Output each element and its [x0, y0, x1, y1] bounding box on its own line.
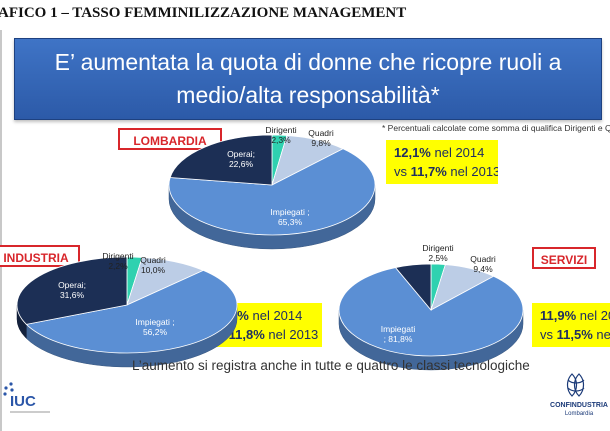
slide-banner: E’ aumentata la quota di donne che ricop… — [14, 38, 602, 120]
summary-2014-line: 11,9% nel 20 — [540, 306, 610, 325]
label-vs: vs — [394, 164, 411, 179]
slice-label-impiegati: Impiegati ; 65,3% — [270, 207, 309, 227]
footer-caption: L’aumento si registra anche in tutte e q… — [132, 358, 530, 373]
slice-label-impiegati: Impiegati ; 56,2% — [135, 317, 174, 337]
left-logo: IUC — [0, 372, 60, 422]
slide-frame — [0, 30, 610, 431]
pie-industria: Dirigenti 2,2% Quadri 10,0% Impiegati ; 56,2%… — [16, 251, 238, 368]
left-logo-mark: IUC — [3, 382, 50, 413]
summary-box-servizi: 11,9% nel 20 vs 11,5% nel 2 — [532, 303, 610, 347]
banner-line-2: medio/alta responsabilità* — [176, 82, 440, 108]
slice-label-operai: Operai; 31,6% — [58, 280, 86, 300]
summary-box-lombardia: 12,1% nel 2014 vs 11,7% nel 2013 — [386, 140, 498, 184]
region-label-lombardia: LOMBARDIA — [118, 128, 222, 150]
left-logo-text: IUC — [10, 393, 36, 410]
value-2013: 11,5% — [556, 327, 593, 342]
pie-slice-impiegati — [338, 267, 524, 357]
label-vs: vs — [540, 327, 557, 342]
label-2013: nel 2 — [596, 327, 610, 342]
slice-label-quadri: Quadri 9,4% — [470, 254, 496, 274]
document-title-text: AFICO 1 – TASSO FEMMINILIZZAZIONE MANAGE… — [0, 5, 407, 21]
slice-label-dirigenti: Dirigenti 2,5% — [422, 243, 453, 263]
value-2014: 11,9% — [540, 308, 577, 323]
value-2013: 11,8% — [228, 327, 265, 342]
pie-slice-impiegati — [168, 148, 376, 236]
summary-2014-line: 12,1% nel 2014 — [394, 143, 490, 162]
banner-line-1: E’ aumentata la quota di donne che ricop… — [54, 49, 562, 75]
footnote: * Percentuali calcolate come somma di qu… — [382, 123, 610, 133]
right-logo: CONFINDUSTRIA Lombardia — [548, 370, 610, 420]
region-label-industria: INDUSTRIA — [0, 245, 80, 267]
label-2013: nel 2013 — [446, 164, 498, 179]
slice-label-operai: Operai 6,3% — [379, 245, 405, 265]
summary-2013-line: vs 11,7% nel 2013 — [394, 162, 498, 181]
value-2014: 12,1% — [394, 145, 431, 160]
pie-slice-impiegati — [25, 269, 238, 354]
slice-label-quadri: Quadri 9,8% — [308, 128, 334, 148]
pie-slice-operai — [394, 263, 432, 312]
label-2014: nel 2014 — [430, 145, 485, 160]
slice-label-operai: Operai; 22,6% — [227, 149, 255, 169]
pie-slice-operai — [16, 256, 128, 325]
document-title: AFICO 1 – TASSO FEMMINILIZZAZIONE MANAGE… — [0, 0, 610, 26]
slice-label-quadri: Quadri 10,0% — [140, 255, 166, 275]
pie-slice-operai — [169, 134, 273, 186]
right-logo-subtext: Lombardia — [565, 411, 594, 417]
slice-label-dirigenti: Dirigenti 2,2% — [102, 251, 133, 271]
region-label-servizi: SERVIZI — [532, 247, 596, 269]
slice-label-impiegati: Impiegati; 81,8% — [381, 324, 416, 344]
label-2014: nel 20 — [579, 308, 610, 323]
right-logo-mark: CONFINDUSTRIA Lombardia — [550, 373, 608, 417]
right-logo-text: CONFINDUSTRIA — [550, 402, 608, 409]
label-2014: nel 2014 — [248, 308, 303, 323]
summary-2013-line: vs 11,5% nel 2 — [540, 325, 610, 344]
label-2013: nel 2013 — [264, 327, 319, 342]
slice-label-dirigenti: Dirigenti 2,3% — [265, 125, 296, 145]
pie-lombardia: Dirigenti 2,3% Quadri 9,8% Impiegati ; 65,3% O… — [168, 125, 376, 250]
pie-servizi: Dirigenti 2,5% Quadri 9,4% Impiegati; 81,8% O… — [338, 243, 524, 371]
value-2013: 11,7% — [410, 164, 447, 179]
